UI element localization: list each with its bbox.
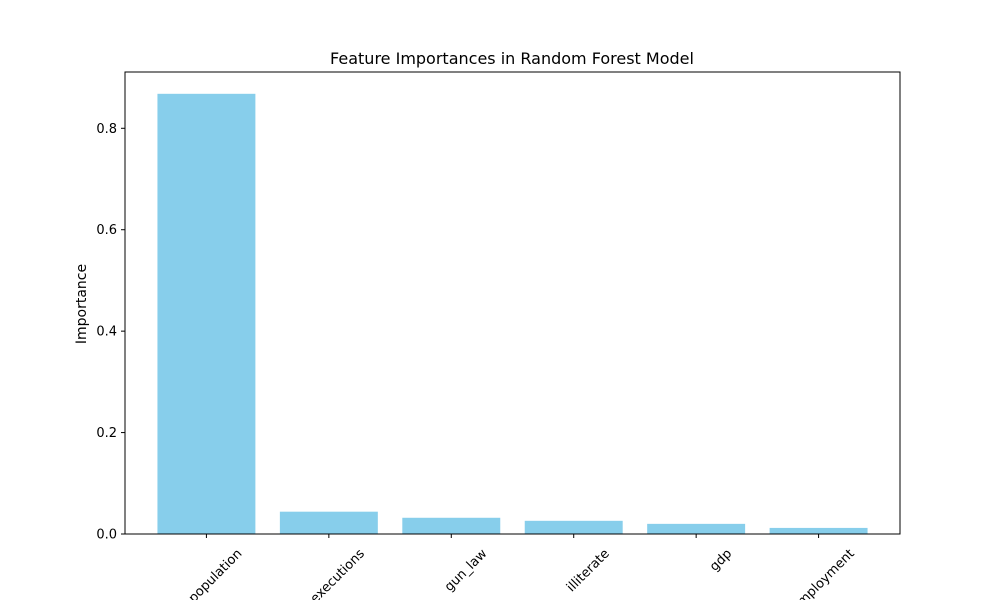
bar-executions [279, 511, 378, 534]
x-axis-ticks: population executions gun_law illiterate gdp… [186, 534, 858, 600]
x-tick-label: gdp [707, 546, 735, 574]
chart-title: Feature Importances in Random Forest Mod… [330, 49, 694, 68]
bar-gun_law [402, 517, 501, 534]
x-tick-label: gun_law [442, 546, 491, 595]
y-axis-label: Importance [74, 264, 90, 344]
y-tick-label: 0.6 [96, 223, 117, 238]
y-tick-label: 0.2 [96, 426, 117, 441]
bar-population [157, 93, 256, 534]
y-tick-label: 0.0 [96, 528, 117, 543]
bars-group [157, 93, 868, 534]
x-tick-label: population [186, 546, 246, 600]
x-tick-label: unemployment [777, 546, 857, 600]
plot-frame [124, 71, 901, 535]
bar-gdp [647, 523, 746, 534]
x-tick-label: illiterate [564, 546, 613, 595]
y-tick-label: 0.8 [96, 122, 117, 137]
bar-unemployment [769, 527, 868, 534]
y-axis-ticks: 0.0 0.2 0.4 0.6 0.8 [96, 122, 125, 543]
x-tick-label: executions [308, 546, 368, 600]
y-tick-label: 0.4 [96, 325, 117, 340]
bar-illiterate [524, 520, 623, 534]
